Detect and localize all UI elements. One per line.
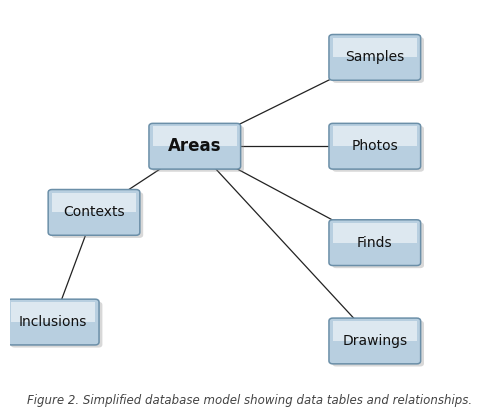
- FancyBboxPatch shape: [329, 123, 420, 169]
- FancyBboxPatch shape: [8, 299, 99, 345]
- FancyBboxPatch shape: [333, 127, 417, 146]
- FancyBboxPatch shape: [52, 192, 143, 238]
- FancyBboxPatch shape: [11, 302, 95, 322]
- Text: Samples: Samples: [345, 51, 405, 65]
- FancyBboxPatch shape: [329, 220, 420, 266]
- FancyBboxPatch shape: [332, 37, 424, 83]
- Text: Finds: Finds: [357, 236, 392, 249]
- FancyBboxPatch shape: [332, 321, 424, 367]
- FancyBboxPatch shape: [333, 223, 417, 242]
- FancyBboxPatch shape: [332, 222, 424, 268]
- FancyBboxPatch shape: [153, 127, 237, 146]
- Text: Contexts: Contexts: [63, 206, 125, 219]
- FancyBboxPatch shape: [48, 189, 140, 235]
- FancyBboxPatch shape: [333, 321, 417, 341]
- Text: Photos: Photos: [352, 139, 398, 153]
- FancyBboxPatch shape: [333, 37, 417, 58]
- FancyBboxPatch shape: [152, 126, 244, 172]
- FancyBboxPatch shape: [329, 35, 420, 80]
- Text: Inclusions: Inclusions: [19, 315, 87, 329]
- FancyBboxPatch shape: [332, 126, 424, 172]
- Text: Drawings: Drawings: [342, 334, 407, 348]
- FancyBboxPatch shape: [329, 318, 420, 364]
- Text: Areas: Areas: [168, 137, 222, 155]
- FancyBboxPatch shape: [149, 123, 240, 169]
- FancyBboxPatch shape: [10, 302, 102, 348]
- Text: Figure 2. Simplified database model showing data tables and relationships.: Figure 2. Simplified database model show…: [28, 394, 472, 407]
- FancyBboxPatch shape: [52, 192, 136, 212]
